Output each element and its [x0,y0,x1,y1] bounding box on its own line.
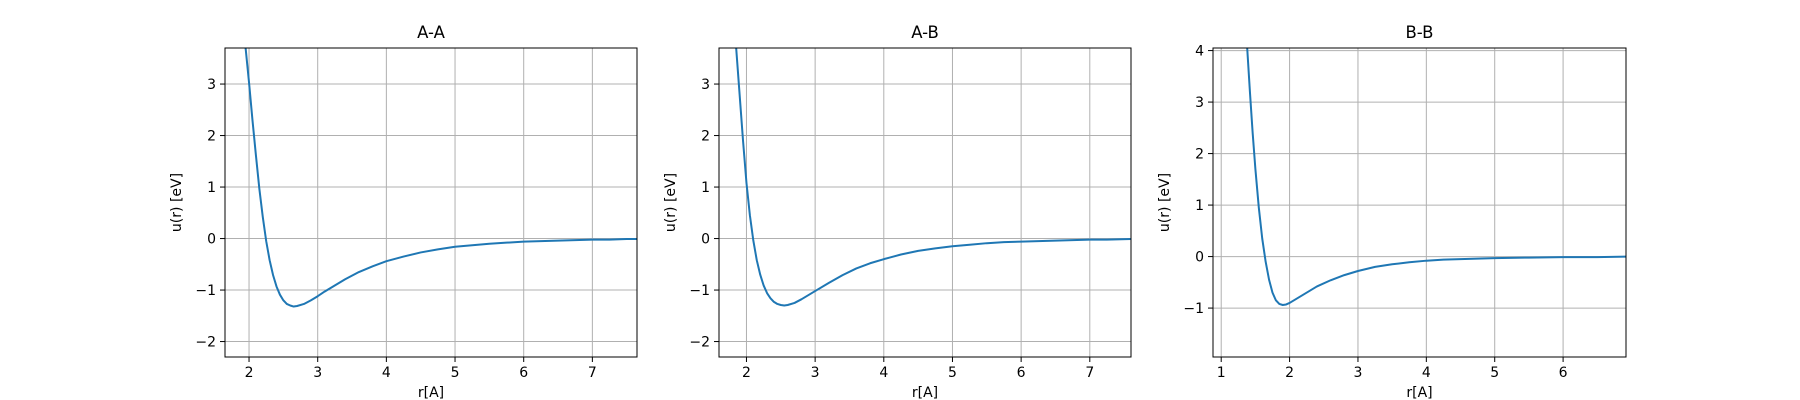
x-tick-label: 4 [382,365,391,381]
subplot-title: A-B [911,23,939,42]
x-tick-label: 7 [588,365,597,381]
y-tick-label: 3 [1195,95,1204,111]
y-tick-label: 0 [1195,250,1204,266]
x-tick-label: 3 [811,365,820,381]
potential-curve-line [1246,48,1626,306]
x-tick-label: 6 [1559,365,1568,381]
x-tick-label: 5 [1490,365,1499,381]
x-tick-label: 2 [742,365,751,381]
x-tick-label: 2 [245,365,254,381]
axes-frame [224,47,638,358]
y-tick-label: 2 [207,129,216,145]
y-axis-label: u(r) [eV] [663,173,679,232]
y-tick-label: 2 [1195,147,1204,163]
x-axis-label: r[A] [912,385,938,400]
x-tick-label: 1 [1217,365,1226,381]
potential-curve-line [735,48,1131,307]
y-tick-label: −1 [689,283,710,299]
x-tick-label: 2 [1285,365,1294,381]
x-tick-label: 4 [879,365,888,381]
subplot-b-b: B-B r[A] u(r) [eV] 1 2 3 4 5 6 −1 0 1 2 3 4 [1157,23,1627,400]
y-axis-label: u(r) [eV] [169,173,185,232]
y-tick-label: −1 [1183,301,1204,317]
x-tick-label: 6 [519,365,528,381]
axes-frame [718,47,1132,358]
x-tick-label: 5 [451,365,460,381]
y-tick-label: 0 [207,232,216,248]
x-tick-label: 3 [313,365,322,381]
x-tick-label: 3 [1353,365,1362,381]
x-axis-label: r[A] [418,385,444,400]
y-tick-label: 0 [701,232,710,248]
y-tick-label: −2 [195,335,216,351]
y-tick-label: 2 [701,129,710,145]
x-tick-label: 7 [1085,365,1094,381]
subplot-a-b: A-B r[A] u(r) [eV] 2 3 4 5 6 7 −2 −1 0 1 2 3 [663,23,1132,400]
y-tick-label: −2 [689,335,710,351]
y-axis-label: u(r) [eV] [1157,173,1173,232]
y-tick-label: 1 [1195,198,1204,214]
axes-frame [1212,47,1627,358]
x-tick-label: 4 [1422,365,1431,381]
subplot-title: B-B [1405,23,1433,42]
y-tick-label: 4 [1195,44,1204,60]
potential-curve-line [244,48,637,308]
y-tick-label: −1 [195,283,216,299]
x-tick-label: 6 [1017,365,1026,381]
y-tick-label: 3 [207,77,216,93]
subplot-a-a: A-A r[A] u(r) [eV] 2 3 4 5 6 7 −2 −1 0 1 2 3 [169,23,638,400]
x-tick-label: 5 [948,365,957,381]
y-tick-label: 1 [207,180,216,196]
y-tick-label: 1 [701,180,710,196]
y-tick-label: 3 [701,77,710,93]
subplot-title: A-A [417,23,446,42]
x-axis-label: r[A] [1406,385,1432,400]
